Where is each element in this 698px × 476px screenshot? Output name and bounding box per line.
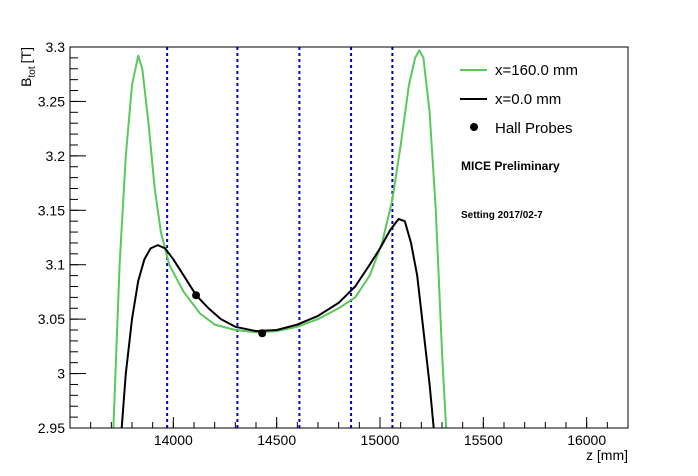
hall-probe-point-0 (192, 291, 201, 300)
y-axis-title-subscript: tot (27, 66, 38, 77)
x-tick-label-2: 15000 (361, 432, 400, 448)
series-line-1 (120, 218, 435, 428)
x-tick-label-0: 14000 (154, 432, 193, 448)
legend-label-hall-probes: Hall Probes (495, 120, 573, 137)
legend: x=160.0 mm x=0.0 mm Hall Probes (460, 62, 578, 137)
y-tick-label-3: 3.1 (46, 257, 66, 273)
x-axis-title: z [mm] (586, 447, 628, 463)
y-axis-title-symbol: B (18, 77, 34, 86)
y-tick-label-0: 2.95 (38, 420, 65, 436)
setting-label: Setting 2017/02-7 (461, 210, 543, 221)
plot-frame (69, 46, 629, 429)
series-line-0 (112, 49, 448, 428)
axis-tick-labels: 14000 14500 15000 15500 16000 2.95 3 3.05 3.1 3.1… (38, 39, 607, 448)
legend-label-x160: x=160.0 mm (495, 62, 578, 79)
hall-probe-markers (192, 291, 267, 338)
y-tick-label-5: 3.2 (46, 148, 66, 164)
y-tick-label-1: 3 (57, 366, 65, 382)
y-tick-label-7: 3.3 (46, 39, 66, 55)
x-tick-label-3: 15500 (464, 432, 503, 448)
legend-label-x0: x=0.0 mm (495, 91, 561, 108)
x-tick-label-4: 16000 (567, 432, 606, 448)
y-tick-label-6: 3.25 (38, 93, 65, 109)
y-tick-label-2: 3.05 (38, 311, 65, 327)
hall-probe-point-1 (258, 329, 267, 338)
y-axis-title: Btot [T] (18, 47, 38, 87)
y-tick-label-4: 3.15 (38, 202, 65, 218)
series-layer (112, 49, 448, 428)
legend-swatch-hall-probes (470, 123, 478, 131)
y-axis-title-unit: [T] (18, 47, 34, 63)
x-tick-label-1: 14500 (257, 432, 296, 448)
mice-preliminary-label: MICE Preliminary (461, 159, 560, 173)
